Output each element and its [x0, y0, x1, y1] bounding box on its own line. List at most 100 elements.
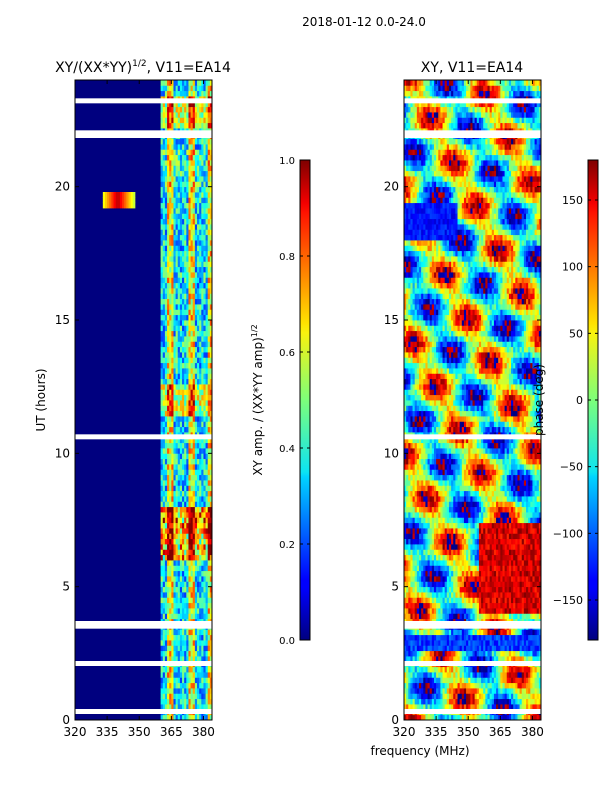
amplitude-cell: [203, 549, 206, 556]
amplitude-cell: [199, 586, 202, 593]
phase-cell: [491, 640, 495, 646]
phase-cell: [448, 608, 452, 614]
amplitude-cell: [197, 352, 200, 358]
amplitude-cell: [169, 240, 172, 246]
amplitude-cell: [184, 250, 187, 257]
amplitude-cell: [182, 208, 185, 214]
phase-cell: [476, 586, 480, 593]
amplitude-cell: [179, 437, 183, 444]
phase-cell: [528, 645, 531, 652]
amplitude-colorbar-ticks: 0.00.20.40.60.81.0: [279, 156, 310, 647]
amplitude-cell: [199, 453, 202, 460]
amplitude-cell: [162, 544, 166, 550]
amplitude-cell: [188, 170, 191, 177]
phase-cell: [478, 677, 482, 684]
amplitude-cell: [203, 213, 206, 220]
amplitude-cell: [194, 448, 198, 454]
phase-cell: [523, 677, 527, 684]
phase-cell: [448, 656, 452, 662]
amplitude-cell: [160, 437, 164, 444]
amplitude-cell: [201, 645, 204, 652]
phase-cell: [461, 682, 465, 689]
phase-cell: [425, 640, 428, 646]
amplitude-cell: [167, 240, 170, 246]
amplitude-cell: [177, 629, 181, 636]
amplitude-cell: [188, 501, 191, 508]
amplitude-cell: [205, 266, 209, 273]
phase-cell: [496, 608, 499, 614]
amplitude-cell: [173, 458, 177, 465]
amplitude-cell: [164, 202, 168, 209]
phase-cell: [528, 650, 531, 657]
amplitude-cell: [182, 410, 185, 417]
phase-cell: [523, 554, 527, 561]
phase-cell: [517, 688, 520, 694]
phase-cell: [427, 554, 431, 561]
phase-cell: [421, 650, 424, 657]
phase-cell: [459, 698, 463, 705]
phase-cell: [530, 592, 533, 598]
amplitude-x-axis: 320 335 350 365 380: [64, 80, 215, 739]
phase-cell: [427, 549, 431, 556]
phase-cell: [526, 608, 529, 614]
amplitude-cell: [184, 197, 187, 204]
phase-cell: [515, 650, 518, 657]
phase-cell: [466, 613, 469, 620]
phase-cell: [444, 656, 448, 662]
phase-cell: [429, 565, 433, 572]
amplitude-cell: [177, 693, 181, 700]
phase-cell: [427, 608, 431, 614]
phase-cell: [515, 592, 518, 598]
phase-cell: [442, 682, 446, 689]
amplitude-cell: [169, 634, 172, 641]
amplitude-cell: [205, 453, 209, 460]
phase-cell: [455, 640, 458, 646]
amplitude-cell: [102, 192, 106, 198]
amplitude-cell: [184, 469, 187, 476]
phase-cell: [517, 656, 520, 662]
amplitude-cell: [197, 186, 200, 193]
amplitude-cell: [169, 325, 172, 332]
phase-cell: [406, 693, 409, 700]
phase-cell: [474, 581, 478, 588]
amplitude-cell: [186, 192, 189, 198]
phase-cell: [474, 688, 478, 694]
amplitude-cell: [190, 453, 194, 460]
phase-cell: [528, 640, 531, 646]
amplitude-cell: [164, 298, 168, 305]
amplitude-colorbar-tick-label: 0.8: [279, 252, 295, 263]
amplitude-cell: [175, 544, 179, 550]
phase-cell: [530, 554, 533, 561]
amplitude-cell: [186, 608, 189, 614]
amplitude-cell: [169, 154, 172, 161]
amplitude-cell: [167, 373, 170, 380]
phase-cell: [410, 629, 413, 636]
amplitude-cell: [169, 581, 172, 588]
phase-cell: [438, 682, 441, 689]
phase-cell: [532, 645, 535, 652]
amplitude-cell: [201, 288, 204, 294]
amplitude-cell: [171, 666, 174, 673]
phase-cell: [528, 714, 531, 721]
amplitude-cell: [203, 229, 206, 236]
amplitude-cell: [192, 517, 196, 524]
amplitude-cell: [171, 448, 174, 454]
amplitude-cell: [199, 672, 202, 678]
phase-cell: [427, 592, 431, 598]
phase-cell: [534, 656, 538, 662]
amplitude-cell: [173, 426, 177, 433]
amplitude-cell: [173, 549, 177, 556]
phase-cell: [425, 666, 428, 673]
phase-cell: [457, 645, 461, 652]
phase-cell: [459, 570, 463, 577]
phase-cell: [448, 666, 452, 673]
phase-cell: [446, 629, 450, 636]
amplitude-cell: [175, 293, 179, 300]
phase-cell: [425, 602, 428, 609]
phase-cell: [489, 586, 493, 593]
phase-cell: [404, 560, 407, 566]
phase-cell: [500, 554, 503, 561]
amplitude-cell: [186, 714, 189, 721]
amplitude-cell: [188, 506, 191, 513]
amplitude-cell: [205, 464, 209, 470]
